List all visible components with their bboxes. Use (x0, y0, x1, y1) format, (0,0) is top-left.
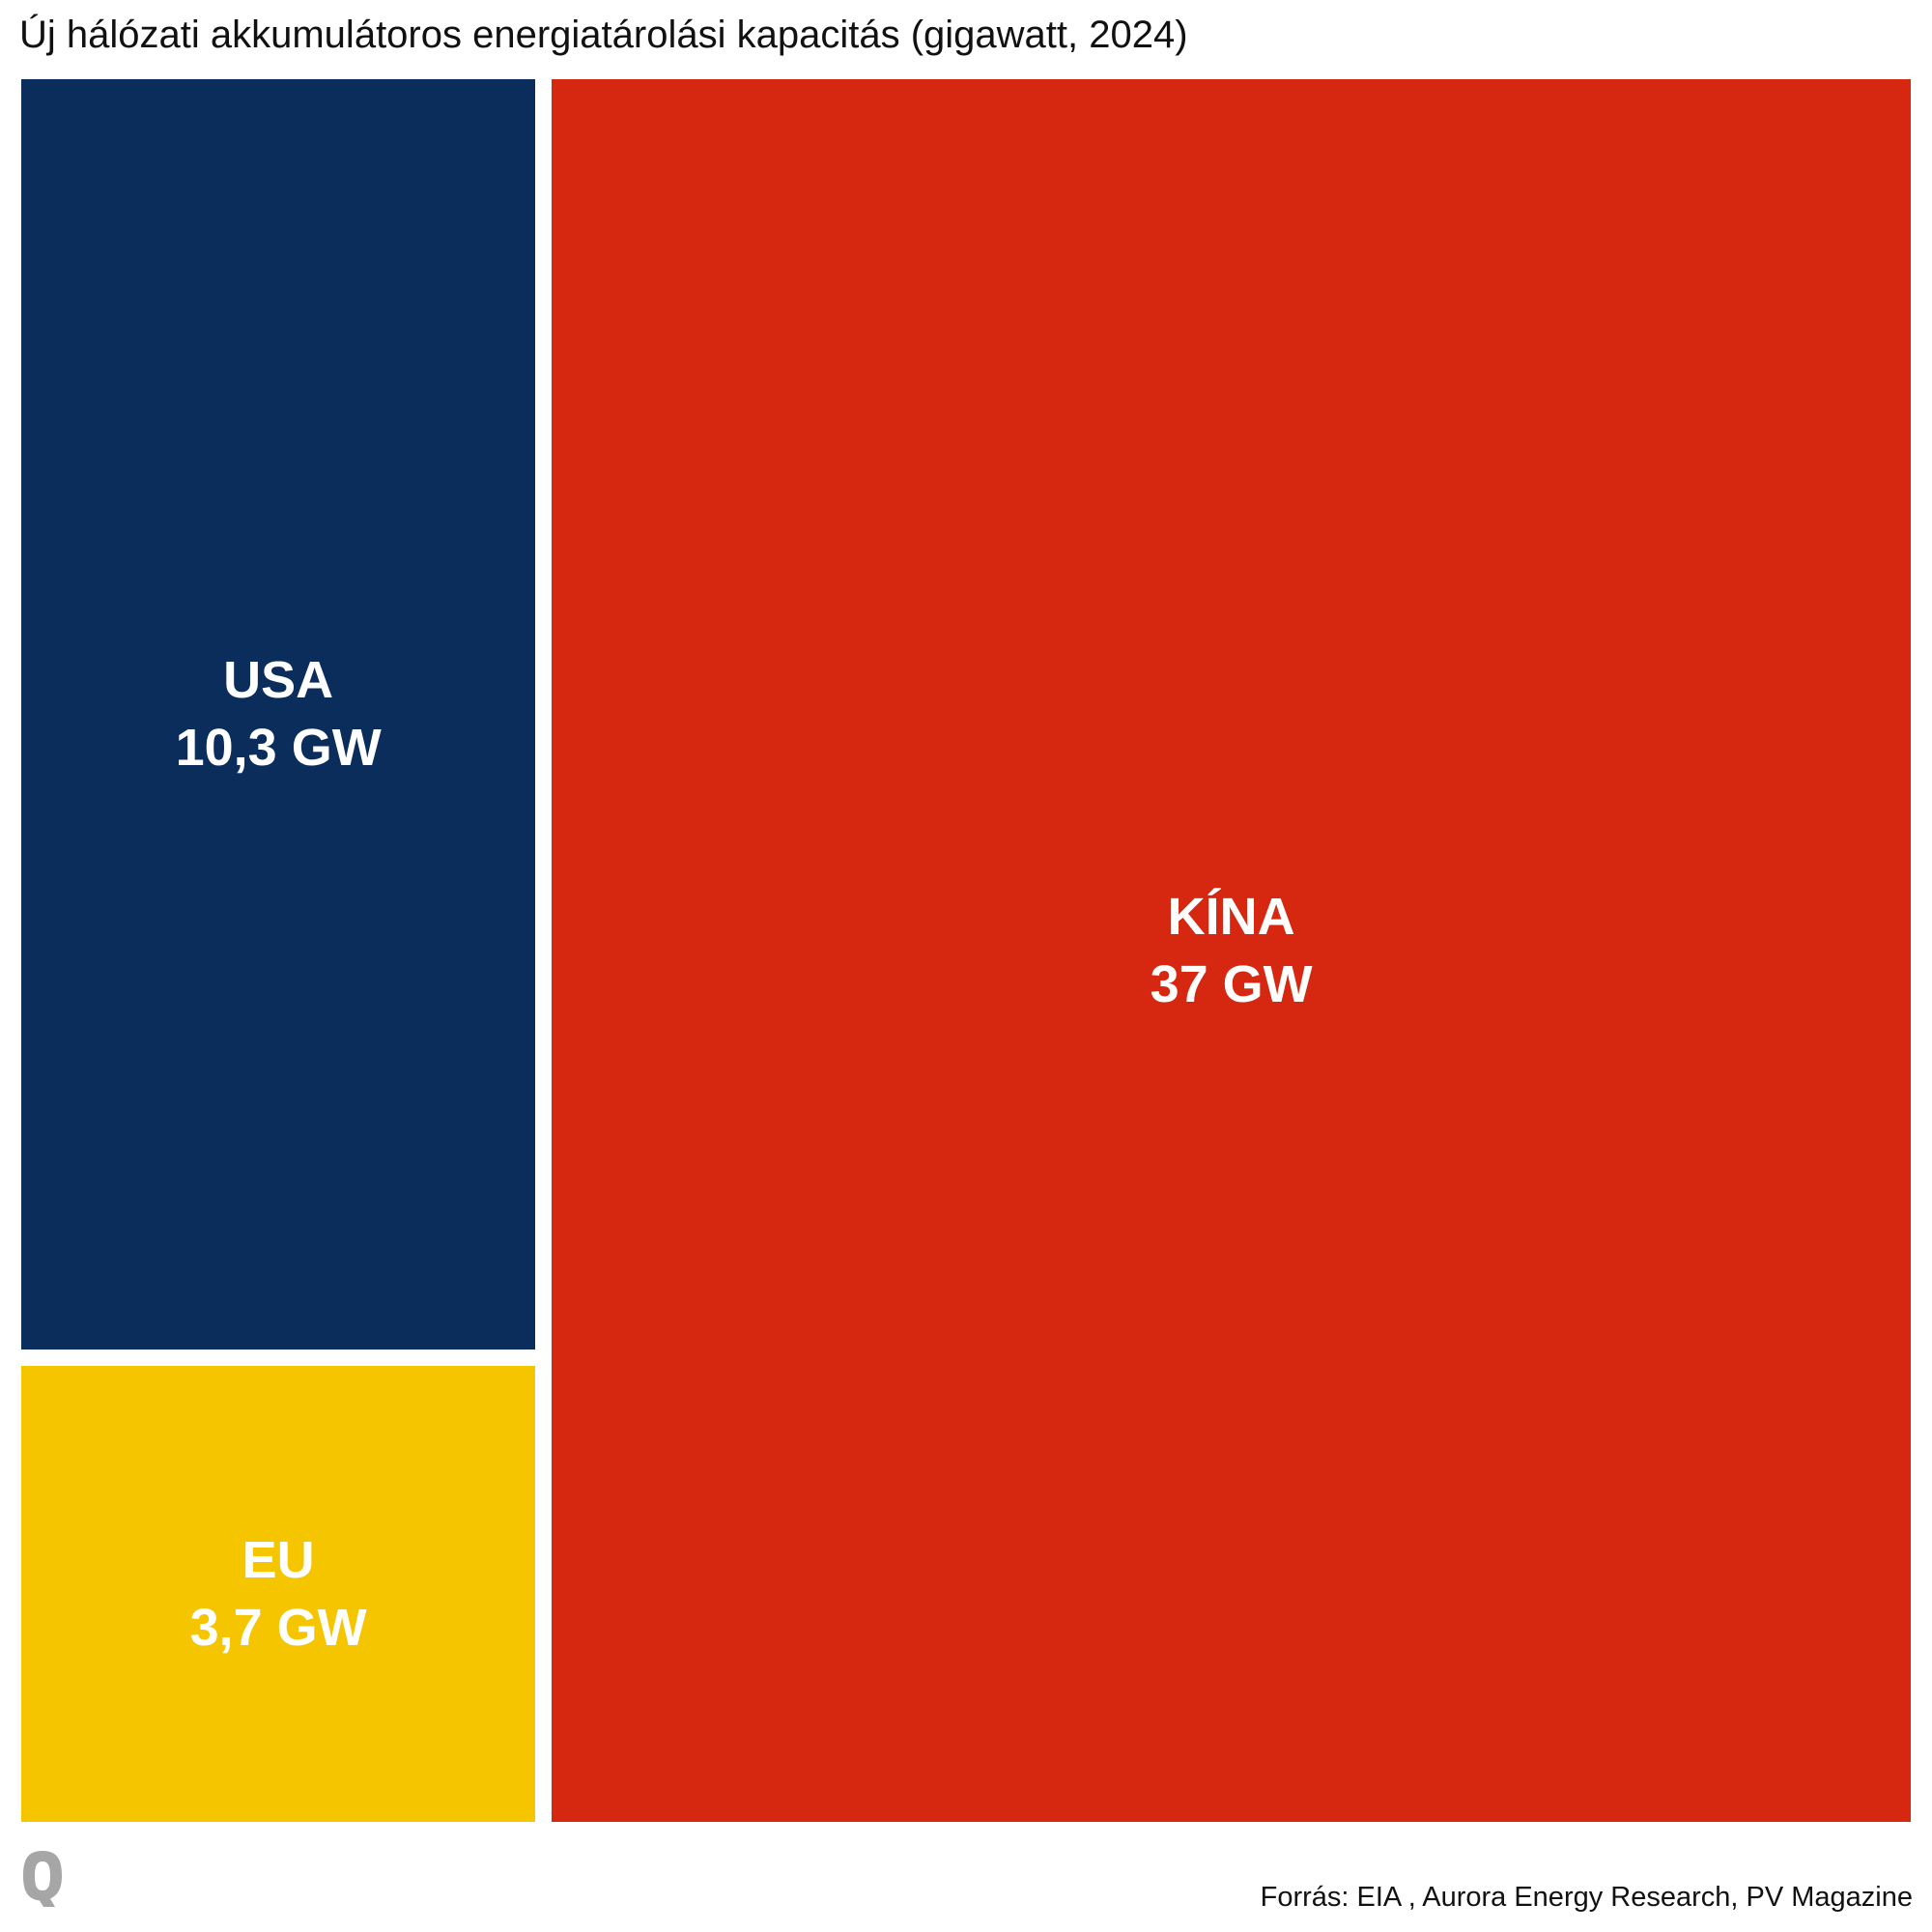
q-logo-icon (23, 1851, 62, 1907)
tile-usa-label: USA (223, 651, 334, 710)
tile-eu-label: EU (242, 1530, 315, 1589)
chart-title: Új hálózati akkumulátoros energiatárolás… (19, 14, 1188, 56)
tile-usa: USA 10,3 GW (21, 79, 536, 1350)
source-note: Forrás: EIA , Aurora Energy Research, PV… (1260, 1882, 1913, 1913)
tile-eu: EU 3,7 GW (21, 1365, 536, 1822)
tile-usa-value: 10,3 GW (175, 719, 382, 778)
tile-eu-value: 3,7 GW (189, 1598, 367, 1657)
tile-china-label: KÍNA (1167, 888, 1295, 946)
tile-china: KÍNA 37 GW (552, 79, 1911, 1822)
tile-china-value: 37 GW (1150, 955, 1313, 1013)
